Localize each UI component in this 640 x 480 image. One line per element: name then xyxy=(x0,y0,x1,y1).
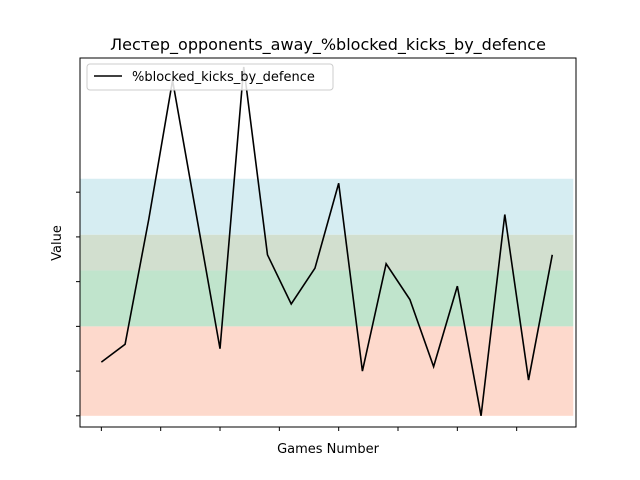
axis-ticks xyxy=(76,191,518,431)
legend-label: %blocked_kicks_by_defence xyxy=(132,70,315,85)
series-line-1 xyxy=(100,66,554,416)
legend-box xyxy=(86,63,334,91)
plot-frame xyxy=(79,57,577,428)
x-axis-label: Games Number xyxy=(277,442,379,457)
background-bands xyxy=(80,178,574,416)
background-band-2 xyxy=(80,270,574,327)
background-band-3 xyxy=(80,234,574,271)
series-lines xyxy=(100,66,554,416)
chart-title: Лестер_opponents_away_%blocked_kicks_by_… xyxy=(110,35,546,55)
legend: %blocked_kicks_by_defence xyxy=(86,63,334,91)
y-axis-label: Value xyxy=(50,225,65,261)
background-band-1 xyxy=(80,326,574,416)
